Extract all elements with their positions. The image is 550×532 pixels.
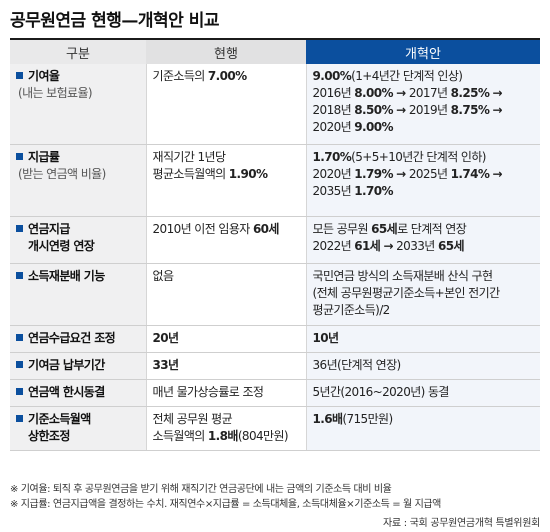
table-row: 연금수급요건 조정 20년 10년: [10, 325, 540, 353]
category-label: 연금수급요건 조정: [16, 330, 141, 347]
table-row: 소득재분배 기능 없음 국민연금 방식의 소득재분배 산식 구현 (전체 공무원평균기…: [10, 263, 540, 326]
bullet-square-icon: [16, 271, 23, 279]
reform-text-line: (전체 공무원평균기준소득+본인 전기간: [312, 285, 501, 300]
current-text-line: 재직기간 1년당: [152, 149, 226, 164]
comparison-table: 구분 현행 개혁안 기여율 (내는 보험료율) 기준소득의 7.00% 9.00%(1…: [10, 40, 540, 451]
reform-text-line: 2035년 1.70%: [312, 183, 394, 198]
cell-reform: 36년(단계적 연장): [306, 352, 540, 380]
reform-text-line: 36년(단계적 연장): [312, 357, 402, 372]
bullet-square-icon: [16, 360, 23, 368]
title-rule: [10, 38, 540, 40]
table-row: 기여율 (내는 보험료율) 기준소득의 7.00% 9.00%(1+4년간 단계적 인…: [10, 64, 540, 145]
table-row: 기준소득월액 상한조정 전체 공무원 평균 소득월액의 1.8배(804만원) 1.6배…: [10, 406, 540, 451]
current-text-line: 2010년 이전 임용자 60세: [152, 221, 280, 236]
row-category: 소득재분배 기능: [10, 263, 147, 326]
table-row: 연금액 한시동결 매년 물가상승률로 조정 5년간(2016~2020년) 동결: [10, 379, 540, 407]
row-category: 기준소득월액 상한조정: [10, 406, 147, 451]
table-header-row: 구분 현행 개혁안: [10, 40, 540, 64]
bullet-square-icon: [16, 387, 23, 395]
reform-text-line: 평균기준소득)/2: [312, 302, 391, 317]
current-text-line: 없음: [152, 268, 174, 283]
row-category: 기여율 (내는 보험료율): [10, 64, 147, 145]
category-label: 소득재분배 기능: [16, 268, 141, 285]
table-row: 연금지급 개시연령 연장 2010년 이전 임용자 60세 모든 공무원 65세로 단…: [10, 216, 540, 264]
reform-text-line: 모든 공무원 65세로 단계적 연장: [312, 221, 467, 236]
category-label: 지급률: [16, 149, 141, 166]
cell-current: 매년 물가상승률로 조정: [146, 379, 307, 407]
table-body: 기여율 (내는 보험료율) 기준소득의 7.00% 9.00%(1+4년간 단계적 인…: [10, 64, 540, 451]
current-text-line: 소득월액의 1.8배(804만원): [152, 428, 289, 443]
category-sublabel: (받는 연금액 비율): [18, 166, 106, 181]
bullet-square-icon: [16, 414, 23, 422]
source-credit: 자료 : 국회 공무원연금개혁 특별위원회: [383, 518, 540, 529]
bullet-square-icon: [16, 333, 23, 341]
row-category: 연금액 한시동결: [10, 379, 147, 407]
table-row: 기여금 납부기간 33년 36년(단계적 연장): [10, 352, 540, 380]
cell-reform: 국민연금 방식의 소득재분배 산식 구현 (전체 공무원평균기준소득+본인 전기간…: [306, 263, 540, 326]
cell-reform: 9.00%(1+4년간 단계적 인상) 2016년 8.00% → 2017년 8…: [306, 64, 540, 145]
header-reform: 개혁안: [306, 40, 540, 64]
category-label: 기여율: [16, 68, 141, 85]
current-text-line: 20년: [152, 330, 180, 345]
current-text-line: 33년: [152, 357, 180, 372]
cell-current: 20년: [146, 325, 307, 353]
row-category: 연금지급 개시연령 연장: [10, 216, 147, 264]
category-label-line2: 개시연령 연장: [28, 238, 95, 253]
current-text-line: 전체 공무원 평균: [152, 411, 233, 426]
row-category: 기여금 납부기간: [10, 352, 147, 380]
cell-current: 없음: [146, 263, 307, 326]
reform-text-line: 2018년 8.50% → 2019년 8.75% →: [312, 103, 503, 117]
current-text-line: 기준소득의 7.00%: [152, 69, 248, 83]
reform-text-line: 2020년 1.79% → 2025년 1.74% →: [312, 166, 503, 181]
bullet-square-icon: [16, 224, 23, 232]
footnote-contribution-rate: ※ 기여율: 퇴직 후 공무원연금을 받기 위해 재직기간 연금공단에 내는 금…: [10, 484, 392, 495]
cell-reform: 10년: [306, 325, 540, 353]
category-label: 기여금 납부기간: [16, 357, 141, 374]
cell-current: 기준소득의 7.00%: [146, 64, 307, 145]
page-title: 공무원연금 현행—개혁안 비교: [10, 11, 220, 31]
reform-text-line: 1.70%(5+5+10년간 단계적 인하): [312, 149, 487, 164]
category-label: 연금액 한시동결: [16, 384, 141, 401]
bullet-square-icon: [16, 152, 23, 160]
reform-text-line: 10년: [312, 330, 340, 345]
current-text-line: 매년 물가상승률로 조정: [152, 384, 264, 399]
reform-text-line: 5년간(2016~2020년) 동결: [312, 384, 450, 399]
category-label: 기준소득월액: [16, 411, 141, 428]
reform-text-line: 국민연금 방식의 소득재분배 산식 구현: [312, 268, 494, 283]
footnotes: ※ 기여율: 퇴직 후 공무원연금을 받기 위해 재직기간 연금공단에 내는 금…: [10, 482, 441, 512]
header-category: 구분: [10, 40, 146, 64]
cell-current: 33년: [146, 352, 307, 380]
cell-reform: 1.70%(5+5+10년간 단계적 인하) 2020년 1.79% → 2025…: [306, 144, 540, 217]
cell-reform: 5년간(2016~2020년) 동결: [306, 379, 540, 407]
category-label-line2: 상한조정: [28, 428, 70, 443]
bullet-square-icon: [16, 72, 23, 79]
reform-text-line: 2022년 61세 → 2033년 65세: [312, 238, 465, 253]
reform-text-line: 9.00%(1+4년간 단계적 인상): [312, 69, 463, 83]
row-category: 지급률 (받는 연금액 비율): [10, 144, 147, 217]
category-sublabel: (내는 보험료율): [18, 86, 93, 100]
reform-text-line: 2020년 9.00%: [312, 120, 394, 134]
cell-current: 2010년 이전 임용자 60세: [146, 216, 307, 264]
cell-reform: 1.6배(715만원): [306, 406, 540, 451]
footnote-payment-rate: ※ 지급률: 연금지급액을 결정하는 수치. 재직연수×지급률 = 소득대체율,…: [10, 499, 441, 510]
reform-text-line: 1.6배(715만원): [312, 411, 394, 426]
header-current: 현행: [146, 40, 306, 64]
category-label: 연금지급: [16, 221, 141, 238]
reform-text-line: 2016년 8.00% → 2017년 8.25% →: [312, 86, 503, 100]
cell-reform: 모든 공무원 65세로 단계적 연장 2022년 61세 → 2033년 65세: [306, 216, 540, 264]
current-text-line: 평균소득월액의 1.90%: [152, 166, 269, 181]
row-category: 연금수급요건 조정: [10, 325, 147, 353]
table-row: 지급률 (받는 연금액 비율) 재직기간 1년당 평균소득월액의 1.90% 1.70%…: [10, 144, 540, 217]
